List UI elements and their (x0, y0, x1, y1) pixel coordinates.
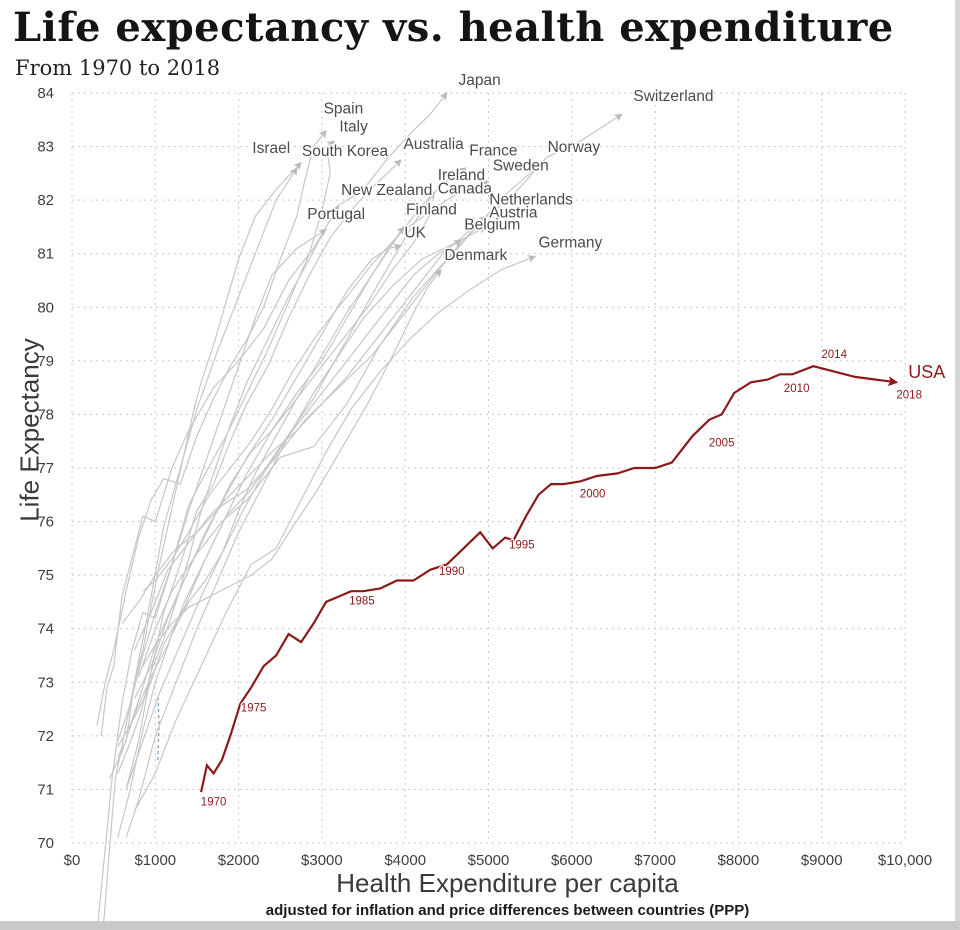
label-uk: UK (404, 225, 426, 242)
label-sweden: Sweden (493, 158, 549, 175)
line-germany (133, 255, 537, 812)
label-australia: Australia (404, 136, 465, 153)
label-usa: USA (908, 362, 945, 382)
label-ireland: Ireland (438, 167, 485, 184)
y-tick-label: 80 (37, 299, 54, 316)
x-axis-title: Health Expenditure per capita (336, 868, 679, 898)
y-tick-label: 70 (37, 835, 54, 852)
y-tick-label: 82 (37, 192, 54, 209)
line-belgium (125, 239, 462, 790)
y-tick-label: 71 (37, 781, 54, 798)
label-germany: Germany (539, 234, 603, 251)
x-axis-note: adjusted for inflation and price differe… (265, 902, 750, 919)
year-label-2000: 2000 (580, 489, 606, 501)
label-netherlands: Netherlands (489, 191, 573, 208)
y-tick-label: 81 (37, 246, 54, 263)
label-finland: Finland (406, 202, 457, 219)
line-france (129, 167, 467, 726)
x-tick-label: $2000 (218, 852, 260, 869)
line-switzerland (138, 113, 623, 678)
y-axis-title: Life Expectancy (14, 338, 45, 522)
country-lines (96, 92, 899, 930)
x-tick-label: $0 (64, 852, 81, 869)
y-tick-label: 74 (37, 621, 54, 638)
x-tick-label: $7000 (634, 852, 676, 869)
label-austria: Austria (489, 204, 538, 221)
y-tick-label: 76 (37, 514, 54, 531)
line-ireland (108, 191, 435, 779)
line-italy (117, 140, 336, 742)
x-tick-label: $8000 (718, 852, 760, 869)
label-israel: Israel (252, 140, 290, 157)
y-tick-label: 84 (37, 85, 54, 102)
y-tick-label: 73 (37, 674, 54, 691)
year-label-1970: 1970 (201, 797, 227, 809)
country-labels: Japan Switzerland Spain Italy Israel South Ko… (200, 71, 947, 810)
grid-lines (71, 92, 906, 844)
year-label-2010: 2010 (784, 383, 810, 395)
year-label-1990: 1990 (439, 566, 465, 578)
label-new-zealand: New Zealand (341, 182, 432, 199)
label-south-korea: South Korea (302, 143, 389, 160)
year-label-1985: 1985 (349, 596, 375, 608)
x-tick-label: $10,000 (878, 852, 932, 869)
label-canada: Canada (438, 181, 493, 198)
chart-subtitle: From 1970 to 2018 (15, 56, 221, 80)
window-edge-bottom (0, 921, 960, 930)
y-tick-label: 75 (37, 567, 54, 584)
year-label-1995: 1995 (509, 539, 535, 551)
axis-tick-labels: $0 $1000 $2000 $3000 $4000 $5000 $6000 $7000 $80… (37, 85, 932, 869)
label-portugal: Portugal (307, 206, 365, 223)
y-tick-label: 79 (37, 353, 54, 370)
annotation-segment-blue (157, 695, 160, 761)
y-tick-label: 78 (37, 406, 54, 423)
year-label-2014: 2014 (821, 349, 847, 361)
line-portugal (96, 229, 327, 930)
x-tick-label: $6000 (551, 852, 593, 869)
label-belgium: Belgium (464, 217, 520, 234)
x-tick-label: $1000 (134, 852, 176, 869)
line-spain (96, 129, 327, 726)
line-austria (125, 226, 487, 838)
y-tick-label: 72 (37, 728, 54, 745)
year-label-1975: 1975 (241, 703, 267, 715)
line-sweden (142, 179, 490, 592)
x-tick-label: $4000 (384, 852, 426, 869)
y-tick-label: 77 (37, 460, 54, 477)
label-japan: Japan (459, 72, 501, 89)
label-france: France (469, 143, 517, 160)
y-tick-label: 83 (37, 139, 54, 156)
label-switzerland: Switzerland (633, 88, 713, 105)
line-south-korea (102, 167, 298, 930)
line-norway (121, 161, 544, 624)
year-label-2005: 2005 (709, 438, 735, 450)
line-new-zealand (117, 204, 340, 774)
line-finland (117, 226, 405, 838)
label-norway: Norway (548, 139, 601, 156)
line-usa (200, 365, 899, 793)
line-denmark (142, 269, 442, 667)
label-denmark: Denmark (444, 247, 507, 264)
label-italy: Italy (339, 119, 368, 136)
line-uk (117, 243, 402, 747)
x-tick-label: $9000 (801, 852, 843, 869)
chart-title: Life expectancy vs. health expenditure (13, 4, 894, 51)
year-label-2018: 2018 (896, 389, 922, 401)
x-tick-label: $5000 (468, 852, 510, 869)
label-spain: Spain (324, 100, 364, 117)
x-tick-label: $3000 (301, 852, 343, 869)
window-edge-right (955, 0, 960, 930)
